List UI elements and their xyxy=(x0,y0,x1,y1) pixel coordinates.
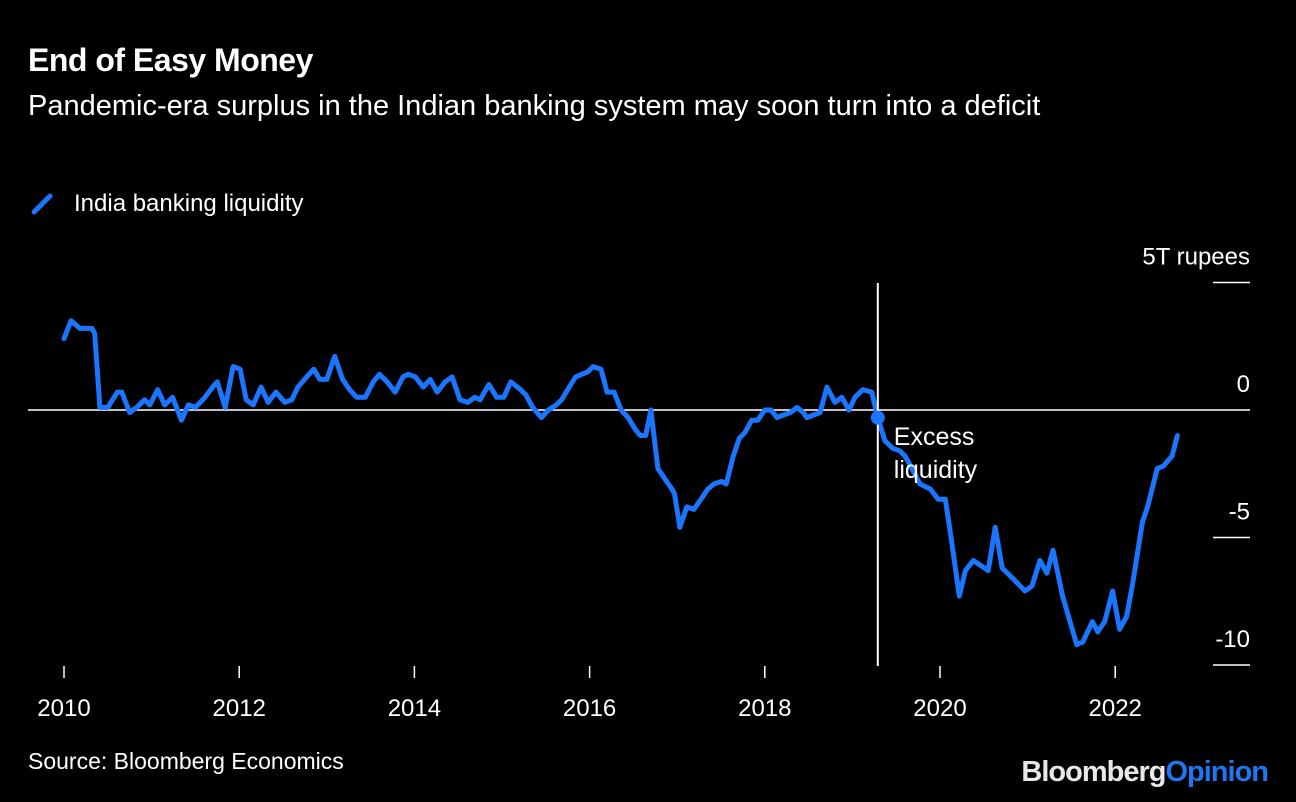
x-tick-label: 2016 xyxy=(563,695,616,722)
x-tick-label: 2012 xyxy=(213,695,266,722)
annotation-label: Excess xyxy=(894,423,975,451)
logo-section: Opinion xyxy=(1165,756,1269,788)
x-tick-label: 2014 xyxy=(388,695,441,722)
source-note: Source: Bloomberg Economics xyxy=(28,748,344,774)
legend-label: India banking liquidity xyxy=(74,190,304,217)
chart-subtitle: Pandemic-era surplus in the Indian banki… xyxy=(28,90,1041,122)
y-tick-label: 5T rupees xyxy=(1142,244,1250,271)
y-tick-label: 0 xyxy=(1237,371,1250,398)
logo-brand: Bloomberg xyxy=(1021,756,1166,788)
chart-title: End of Easy Money xyxy=(28,42,313,78)
x-tick-label: 2022 xyxy=(1089,695,1142,722)
legend-swatch-icon xyxy=(31,193,53,215)
legend: India banking liquidity xyxy=(30,190,304,218)
x-tick-label: 2020 xyxy=(913,695,966,722)
annotation-label: liquidity xyxy=(894,456,978,484)
bloomberg-opinion-logo: BloombergOpinion xyxy=(1021,756,1269,789)
x-tick-label: 2010 xyxy=(37,695,90,722)
y-tick-label: -10 xyxy=(1215,626,1250,653)
x-tick-label: 2018 xyxy=(738,695,791,722)
series-points xyxy=(63,320,1178,645)
y-tick-label: -5 xyxy=(1229,499,1250,526)
series-line-india-banking-liquidity xyxy=(61,318,1180,648)
